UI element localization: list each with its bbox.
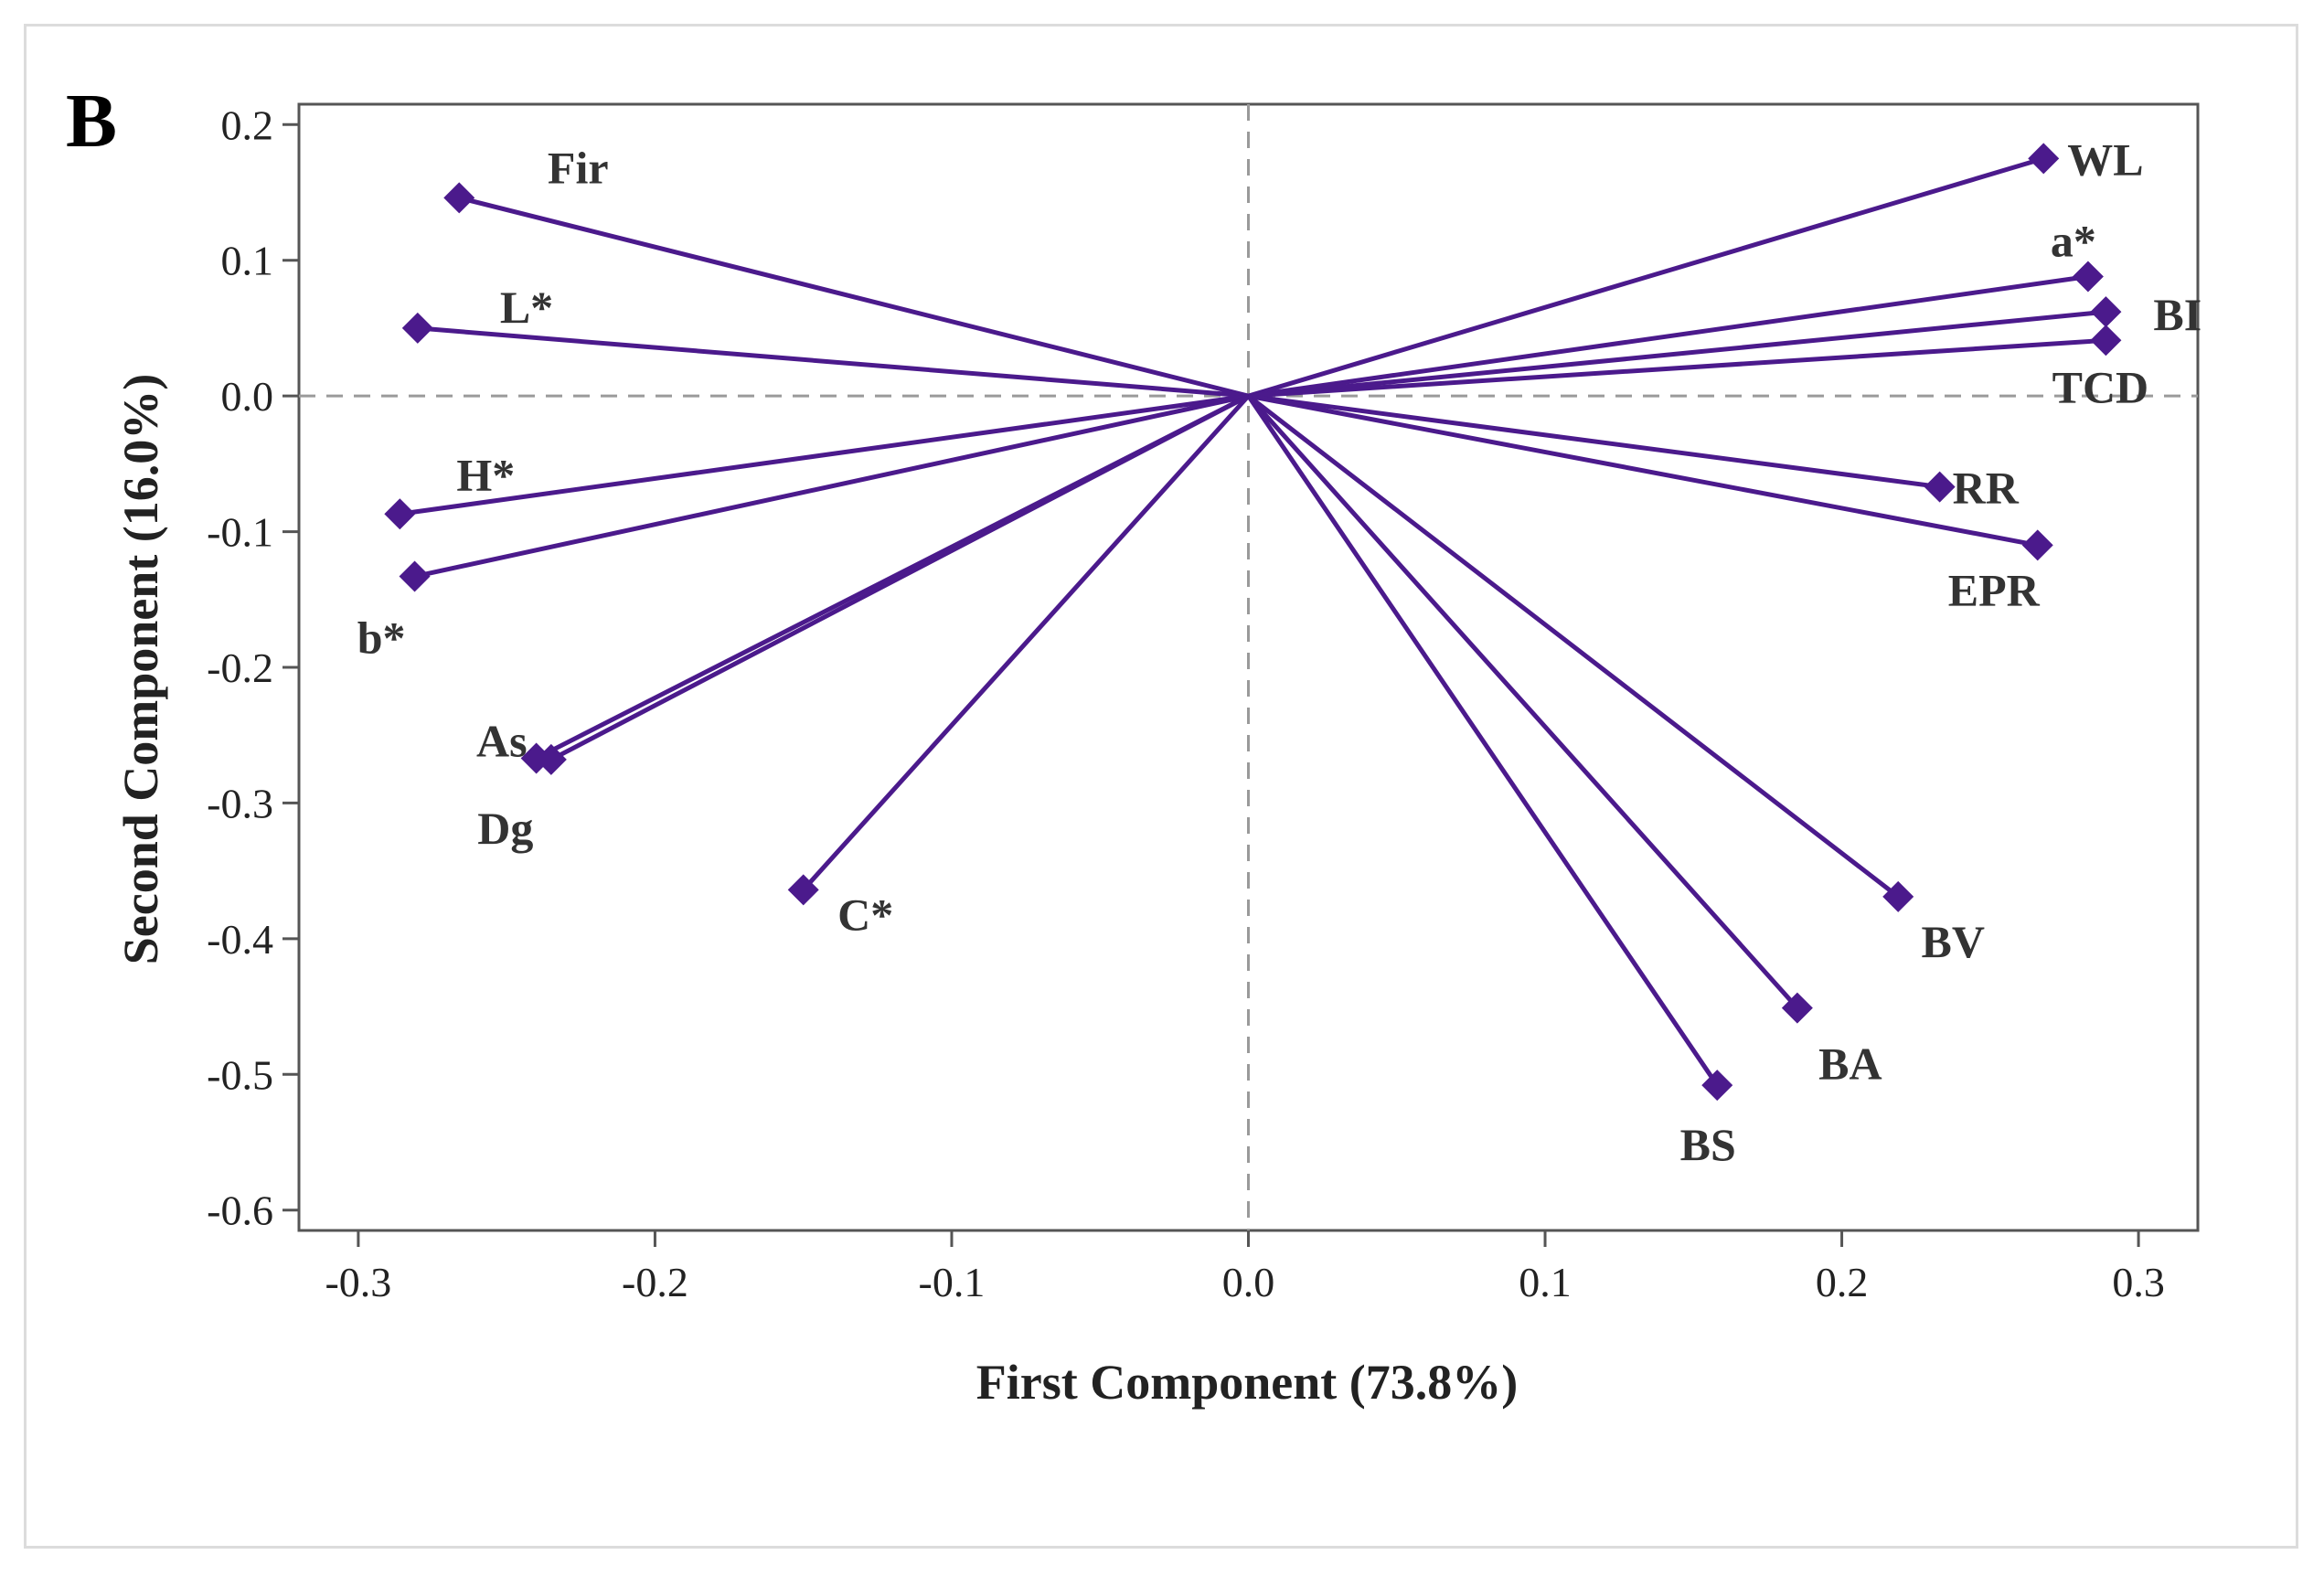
label-dg: Dg	[477, 803, 533, 854]
vector-h-star	[399, 393, 1249, 516]
vector-dg	[549, 393, 1250, 762]
label-tcd: TCD	[2052, 361, 2149, 412]
marker-bi	[2090, 296, 2122, 328]
label-ba: BA	[1818, 1038, 1882, 1090]
label-bs: BS	[1680, 1119, 1736, 1170]
vector-fir	[458, 195, 1250, 399]
marker-bs	[1701, 1070, 1733, 1102]
vector-l-star	[417, 325, 1249, 399]
vector-ba	[1246, 394, 1799, 1010]
marker-tcd	[2090, 325, 2122, 357]
y-tick-label: -0.2	[207, 644, 273, 691]
y-tick-label: 0.0	[221, 373, 274, 420]
y-axis: 0.2 0.1 0.0 -0.1 -0.2 -0.3 -0.4 -0.5 -0.6	[207, 101, 299, 1234]
marker-h-star	[384, 498, 416, 530]
vector-rr	[1248, 393, 1940, 490]
plot-area	[297, 102, 2200, 1232]
label-rr: RR	[1953, 463, 2020, 514]
x-tick-label: -0.3	[325, 1259, 391, 1305]
label-bi: BI	[2153, 289, 2201, 340]
vector-c-star	[801, 394, 1251, 892]
y-tick-label: -0.5	[207, 1051, 273, 1098]
x-tick-label: -0.1	[919, 1259, 986, 1305]
loading-markers	[384, 143, 2122, 1102]
marker-fir	[443, 182, 475, 214]
y-axis-title: Second Component (16.0%)	[113, 374, 168, 965]
vector-epr	[1248, 393, 2039, 548]
y-tick-label: -0.4	[207, 916, 273, 963]
x-tick-label: 0.3	[2112, 1259, 2165, 1305]
label-l-star: L*	[500, 282, 553, 333]
marker-b-star	[399, 560, 431, 592]
vector-a-star	[1248, 274, 2089, 399]
panel-label: B	[66, 79, 117, 164]
label-fir: Fir	[548, 142, 609, 193]
marker-c-star	[787, 874, 819, 906]
vector-wl	[1247, 155, 2044, 399]
figure-frame	[24, 24, 2298, 1549]
label-c-star: C*	[837, 889, 893, 940]
label-as: As	[476, 715, 528, 766]
label-wl: WL	[2067, 133, 2143, 185]
marker-ba	[1781, 992, 1813, 1024]
x-axis-title: First Component (73.8%)	[976, 1355, 1518, 1410]
marker-dg	[535, 743, 567, 775]
label-bv: BV	[1921, 916, 1984, 967]
marker-l-star	[401, 312, 433, 344]
vector-tcd	[1248, 337, 2106, 399]
marker-wl	[2028, 143, 2060, 175]
vector-bi	[1248, 309, 2106, 399]
marker-a-star	[2072, 261, 2104, 293]
x-tick-label: -0.2	[622, 1259, 688, 1305]
marker-rr	[1924, 471, 1956, 503]
x-tick-label: 0.2	[1816, 1259, 1869, 1305]
y-tick-label: -0.3	[207, 780, 273, 826]
y-tick-label: -0.6	[207, 1187, 273, 1234]
y-tick-label: 0.2	[221, 101, 274, 148]
label-epr: EPR	[1948, 564, 2041, 615]
loading-vectors	[399, 155, 2106, 1087]
x-tick-label: 0.0	[1222, 1259, 1275, 1305]
label-b-star: b*	[357, 612, 406, 664]
vector-b-star	[414, 393, 1250, 579]
x-tick-label: 0.1	[1519, 1259, 1572, 1305]
y-tick-label: -0.1	[207, 509, 273, 556]
vector-bs	[1246, 394, 1720, 1087]
marker-bv	[1882, 880, 1914, 912]
label-a-star: a*	[2051, 216, 2096, 267]
marker-epr	[2021, 529, 2053, 561]
label-h-star: H*	[456, 449, 515, 500]
y-tick-label: 0.1	[221, 238, 274, 284]
x-axis: -0.3 -0.2 -0.1 0.0 0.1 0.2 0.3	[325, 1230, 2165, 1305]
vector-bv	[1246, 394, 1900, 899]
